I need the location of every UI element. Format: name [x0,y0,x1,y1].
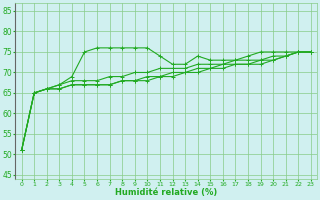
X-axis label: Humidité relative (%): Humidité relative (%) [115,188,217,197]
